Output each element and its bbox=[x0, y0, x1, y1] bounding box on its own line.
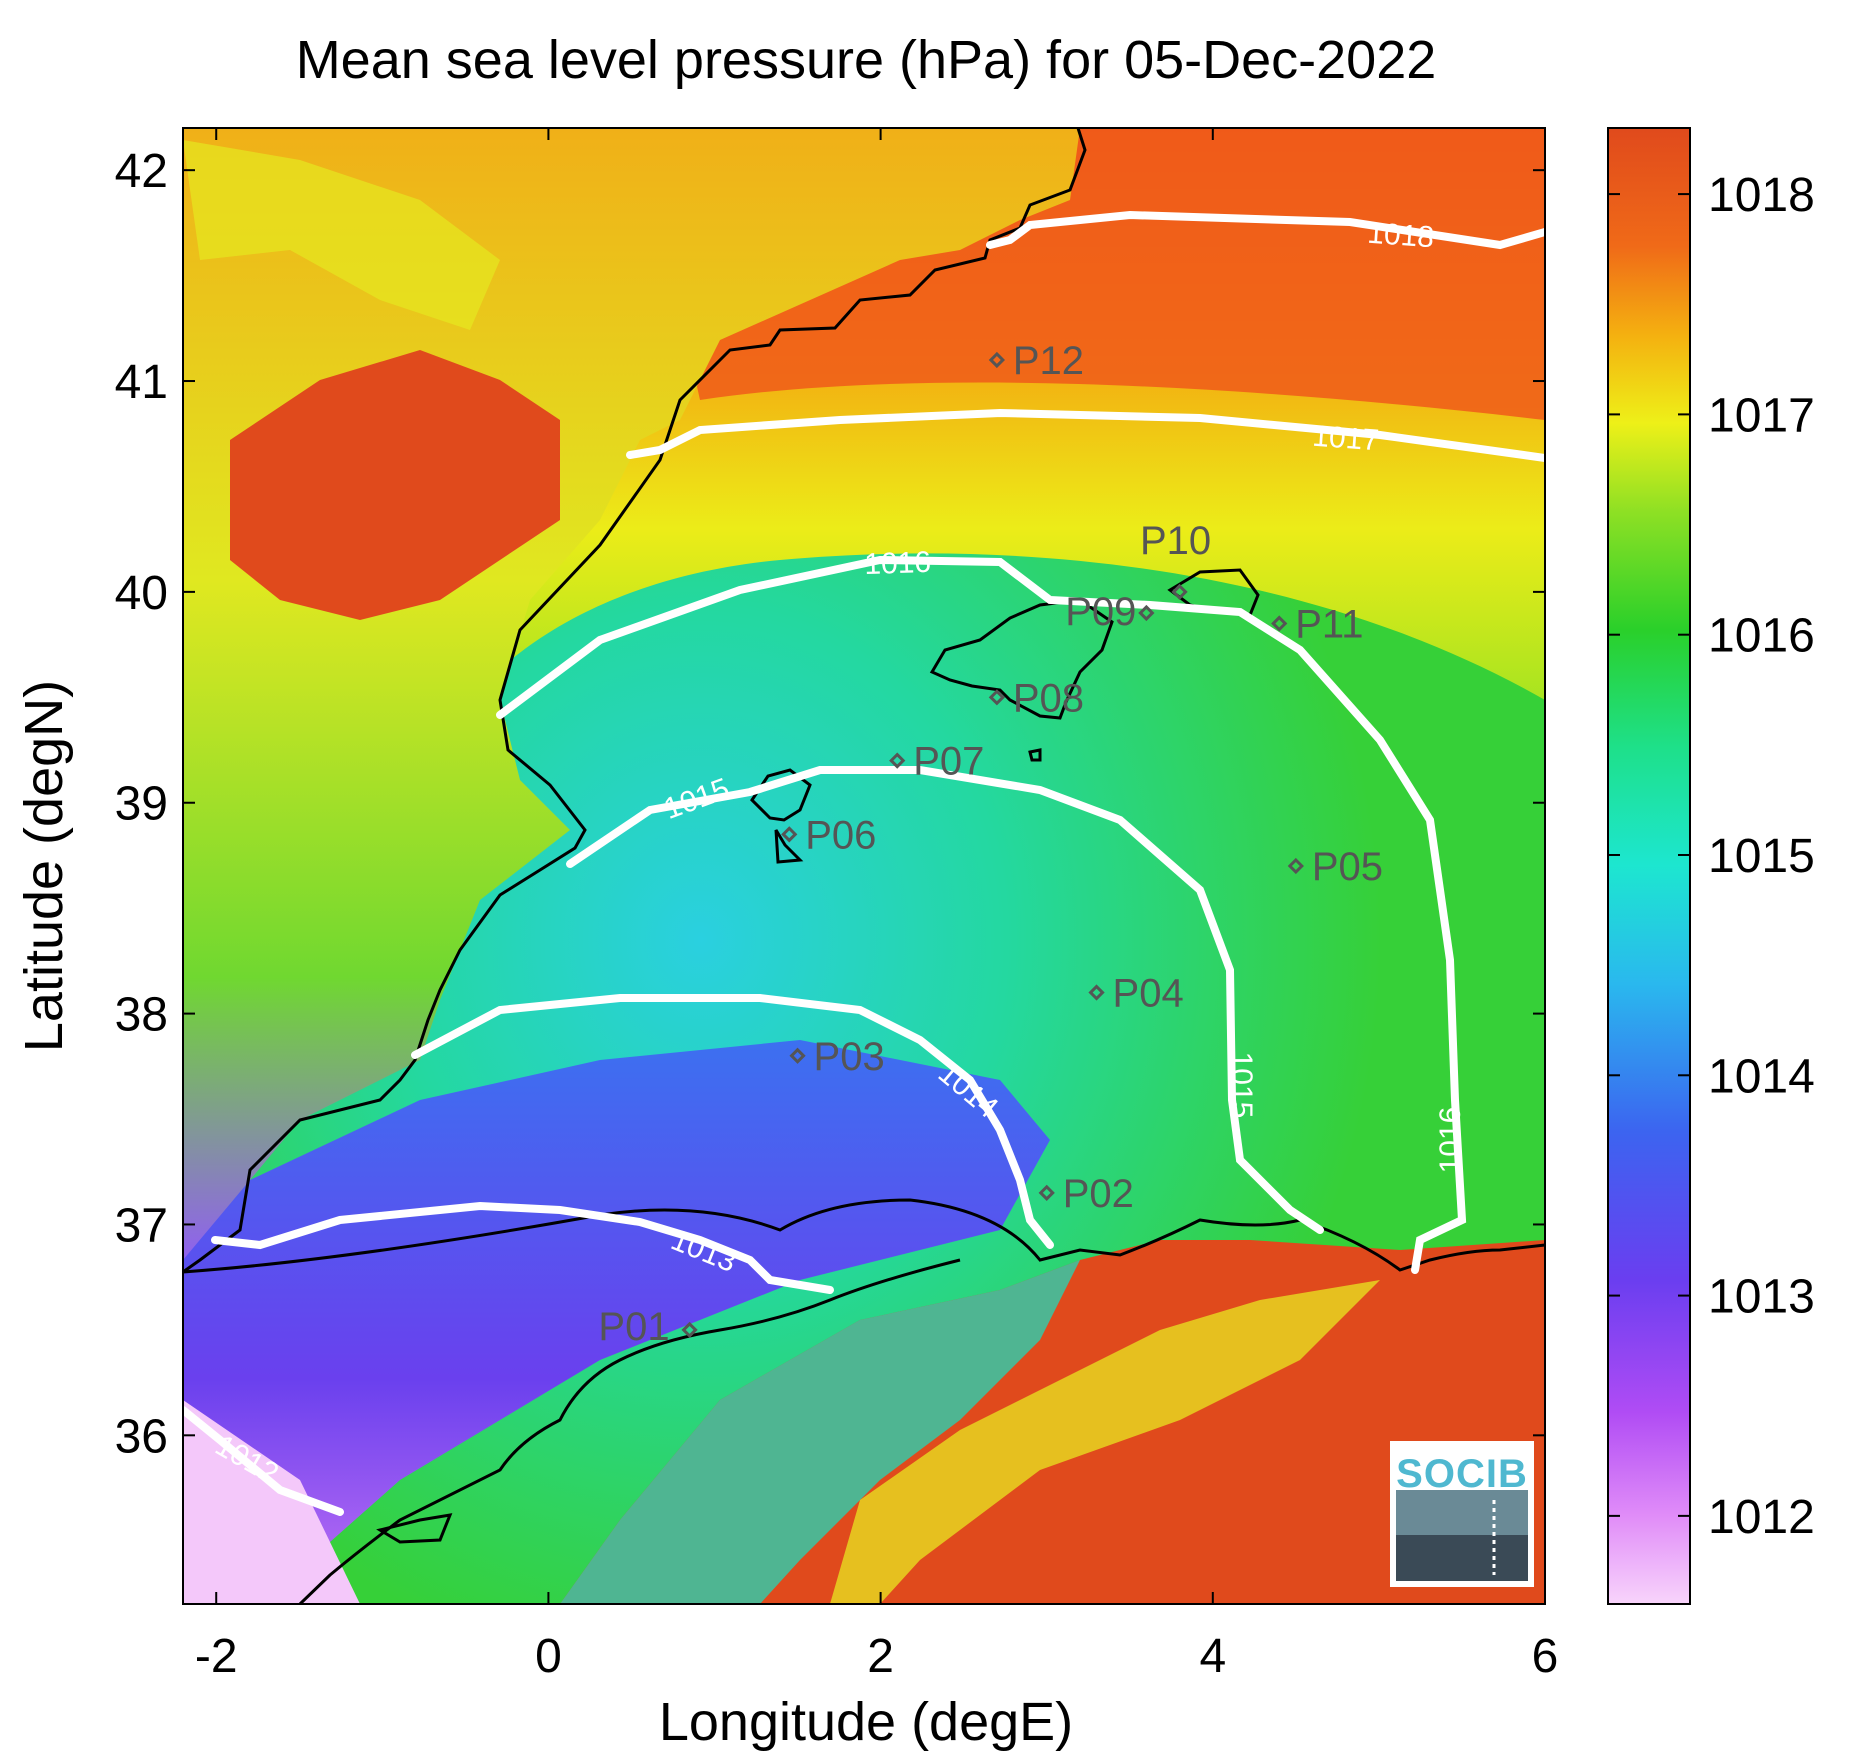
chart-title: Mean sea level pressure (hPa) for 05-Dec… bbox=[296, 30, 1437, 90]
x-tick-label: 2 bbox=[867, 1630, 894, 1683]
station-label: P09 bbox=[1065, 590, 1136, 634]
africa-coastal-band bbox=[560, 1260, 1080, 1604]
station-marker bbox=[1088, 984, 1105, 1001]
station-marker bbox=[988, 351, 1006, 369]
contour-1018 bbox=[986, 210, 1545, 250]
x-axis: -2 0 2 4 6 bbox=[195, 128, 1558, 1683]
station-label: P12 bbox=[1013, 339, 1084, 383]
station-p09: P09 bbox=[1065, 590, 1155, 634]
station-label: P11 bbox=[1295, 603, 1363, 647]
station-marker bbox=[889, 752, 906, 769]
contour-label-1017: 1017 bbox=[1311, 420, 1380, 458]
colorbar-tick-label: 1013 bbox=[1708, 1271, 1815, 1324]
station-marker bbox=[988, 689, 1006, 706]
y-tick-label: 39 bbox=[115, 778, 168, 831]
y-tick-label: 38 bbox=[115, 989, 168, 1042]
station-label: P05 bbox=[1312, 845, 1383, 889]
x-tick-label: 0 bbox=[535, 1630, 562, 1683]
station-marker bbox=[781, 826, 798, 843]
y-tick-label: 42 bbox=[115, 145, 168, 198]
station-p06: P06 bbox=[781, 813, 876, 857]
highland-area bbox=[230, 350, 560, 620]
highland-yellow bbox=[183, 140, 500, 330]
station-marker bbox=[1171, 583, 1188, 601]
coastline bbox=[183, 128, 1545, 1604]
station-p05: P05 bbox=[1287, 845, 1383, 889]
contour-label-1016-east: 1016 bbox=[1434, 1107, 1467, 1174]
contour-1015 bbox=[566, 766, 1324, 1234]
station-p10: P10 bbox=[1140, 519, 1211, 601]
colorbar: 1018 1017 1016 1015 1014 1013 1012 bbox=[1607, 127, 1815, 1605]
contour-label-1016: 1016 bbox=[864, 546, 932, 581]
station-p11: P11 bbox=[1271, 603, 1363, 647]
colorbar-gradient bbox=[1607, 127, 1691, 1605]
station-p08: P08 bbox=[988, 676, 1084, 720]
station-p04: P04 bbox=[1088, 972, 1184, 1016]
contour-1013 bbox=[211, 1201, 834, 1294]
y-axis-label: Latitude (degN) bbox=[14, 680, 74, 1052]
station-marker bbox=[1038, 1184, 1055, 1201]
colorbar-tick-label: 1014 bbox=[1708, 1050, 1815, 1103]
station-label: P06 bbox=[805, 813, 876, 857]
station-label: P01 bbox=[598, 1305, 669, 1349]
y-tick-label: 40 bbox=[115, 567, 168, 620]
station-p02: P02 bbox=[1038, 1172, 1134, 1216]
y-tick-label: 37 bbox=[115, 1199, 168, 1252]
station-marker bbox=[681, 1321, 698, 1339]
colorbar-tick-label: 1018 bbox=[1708, 169, 1815, 222]
y-tick-label: 41 bbox=[115, 356, 168, 409]
colorbar-tick-label: 1012 bbox=[1708, 1491, 1815, 1544]
station-marker bbox=[1287, 857, 1304, 875]
station-label: P03 bbox=[814, 1035, 885, 1079]
station-p03: P03 bbox=[789, 1035, 885, 1079]
x-tick-label: 6 bbox=[1532, 1630, 1559, 1683]
station-marker bbox=[1138, 604, 1155, 622]
colorbar-tick-label: 1017 bbox=[1708, 389, 1815, 442]
x-axis-label: Longitude (degE) bbox=[659, 1692, 1073, 1752]
station-p01: P01 bbox=[598, 1305, 698, 1349]
low-pressure-area bbox=[183, 1040, 1050, 1604]
contour-1012 bbox=[183, 1406, 344, 1516]
station-label: P07 bbox=[913, 740, 984, 784]
x-tick-label: -2 bbox=[195, 1630, 238, 1683]
y-tick-label: 36 bbox=[115, 1410, 168, 1463]
colorbar-tick-label: 1016 bbox=[1708, 610, 1815, 663]
contour-1017 bbox=[626, 408, 1545, 462]
station-label: P10 bbox=[1140, 519, 1211, 563]
station-label: P04 bbox=[1113, 972, 1184, 1016]
y-axis: 42 41 40 39 38 37 36 bbox=[115, 145, 1545, 1463]
station-label: P02 bbox=[1063, 1172, 1134, 1216]
contour-1014 bbox=[411, 994, 1054, 1249]
colorbar-ticks: 1018 1017 1016 1015 1014 1013 1012 bbox=[1608, 169, 1815, 1544]
colorbar-tick-label: 1015 bbox=[1708, 830, 1815, 883]
station-label: P08 bbox=[1013, 676, 1084, 720]
station-p12: P12 bbox=[988, 339, 1084, 383]
map-field: 1018 1017 1016 1015 1015 1014 1013 1012 … bbox=[183, 128, 1545, 1604]
station-p07: P07 bbox=[889, 740, 984, 784]
x-tick-label: 4 bbox=[1199, 1630, 1226, 1683]
logo-text: SOCIB bbox=[1396, 1452, 1528, 1496]
contour-1016 bbox=[496, 555, 1467, 1274]
contour-label-1015-east: 1015 bbox=[1225, 1052, 1258, 1119]
station-marker bbox=[1271, 615, 1288, 632]
station-marker bbox=[789, 1047, 806, 1064]
pressure-contours bbox=[183, 210, 1545, 1516]
africa-yellow-band bbox=[830, 1280, 1380, 1604]
socib-logo: SOCIB bbox=[1390, 1441, 1534, 1587]
contour-label-1018: 1018 bbox=[1366, 217, 1435, 255]
map-frame bbox=[182, 127, 1546, 1605]
